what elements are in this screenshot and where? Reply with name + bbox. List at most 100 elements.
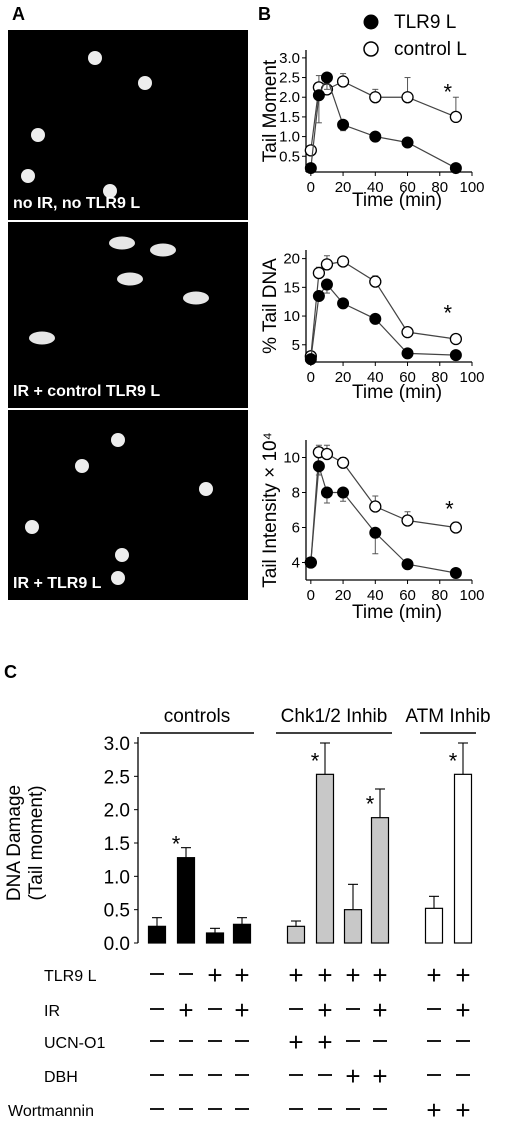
bar (453, 773, 473, 944)
data-point-filled (337, 118, 350, 131)
data-point-filled (449, 162, 462, 175)
micrograph-label: IR + TLR9 L (13, 575, 102, 592)
series-line (310, 451, 456, 563)
x-tick-label: 80 (431, 369, 448, 386)
comet-spot (29, 331, 55, 345)
line-chart-2: 5 10 15 20 0 20 40 60 80 100 Time (min) % Tail DNA * (260, 250, 485, 403)
y-axis-label: Tail Intensity × 10⁴ (260, 432, 281, 588)
group-label: ATM Inhib (405, 706, 490, 727)
x-tick-label: 80 (431, 587, 448, 604)
treatment-plus: + (455, 995, 470, 1025)
y-axis-label: Tail Moment (260, 59, 281, 162)
nucleus-spot (199, 482, 213, 496)
panel-letter-b: B (258, 4, 271, 24)
legend-label-tlr9: TLR9 L (394, 12, 456, 33)
panel-letter-c: C (4, 662, 17, 682)
bar (424, 907, 444, 944)
comet-spot (150, 243, 176, 257)
x-tick-label: 40 (367, 179, 384, 196)
y-tick-label: 5 (292, 337, 300, 354)
comet-spot (109, 236, 135, 250)
x-tick-label: 60 (399, 179, 416, 196)
data-point-filled (369, 312, 382, 325)
data-point-filled (337, 297, 350, 310)
nucleus-spot (25, 520, 39, 534)
treatment-plus: + (288, 1027, 303, 1057)
y-tick-label: 2.0 (104, 801, 130, 822)
treatment-plus: + (234, 995, 249, 1025)
significance-star: * (445, 497, 454, 522)
data-point-open (369, 500, 382, 513)
significance-star: * (449, 748, 458, 773)
group-label: controls (164, 706, 231, 727)
treatment-plus: + (372, 995, 387, 1025)
data-point-filled (320, 71, 333, 84)
data-point-open (336, 75, 350, 88)
treatment-plus: + (426, 1095, 441, 1125)
y-tick-label: 1.0 (104, 867, 130, 888)
treatment-plus: + (455, 960, 470, 990)
bar (370, 817, 390, 944)
y-tick-label: 1.0 (279, 129, 300, 146)
data-point-filled (369, 130, 382, 143)
data-point-open (320, 447, 334, 461)
treatment-plus: + (178, 995, 193, 1025)
nucleus-spot (103, 184, 117, 198)
nucleus-spot (138, 76, 152, 90)
bar-chart: 0.0 0.5 1.0 1.5 2.0 2.5 3.0 DNA Damage (Tail mom… (4, 706, 491, 1125)
y-axis-label-units: (Tail moment) (26, 785, 47, 900)
data-point-filled (320, 486, 333, 499)
bar (232, 923, 252, 944)
x-tick-label: 40 (367, 369, 384, 386)
nucleus-spot (115, 548, 129, 562)
y-tick-label: 6 (292, 520, 300, 537)
y-tick-label: 2.0 (279, 89, 300, 106)
x-tick-label: 100 (459, 179, 484, 196)
treatment-plus: + (426, 960, 441, 990)
data-point-filled (449, 567, 462, 579)
y-tick-label: 0.0 (104, 934, 130, 955)
micrograph-label: IR + control TLR9 L (13, 383, 160, 400)
nucleus-spot (31, 128, 45, 142)
y-tick-label: 0.5 (104, 901, 130, 922)
series-line (310, 260, 456, 357)
significance-star: * (172, 832, 181, 857)
significance-star: * (444, 300, 453, 325)
data-point-open (336, 456, 350, 469)
data-point-open (449, 332, 463, 346)
legend-label-control: control L (394, 39, 467, 60)
micrograph-2 (8, 222, 248, 408)
treatment-plus: + (345, 960, 360, 990)
x-tick-label: 60 (399, 369, 416, 386)
data-point-filled (369, 526, 382, 539)
data-point-open (369, 91, 382, 104)
nucleus-spot (111, 571, 125, 585)
micrograph-1 (8, 30, 248, 220)
comet-spot (183, 291, 209, 305)
data-point-open (304, 144, 317, 157)
y-tick-label: 1.5 (279, 109, 300, 126)
significance-star: * (444, 79, 453, 104)
treatment-label: UCN-O1 (44, 1035, 105, 1052)
nucleus-spot (88, 51, 102, 65)
bar (176, 857, 196, 944)
treatment-label: IR (44, 1003, 60, 1020)
data-point-filled (337, 486, 350, 499)
line-chart-1: 0.5 1.0 1.5 2.0 2.5 3.0 0 20 40 60 80 100 Time (min)… (260, 50, 485, 211)
y-tick-label: 3.0 (279, 50, 300, 67)
legend-marker-open (363, 41, 379, 57)
treatment-plus: + (207, 960, 222, 990)
treatment-plus: + (288, 960, 303, 990)
treatment-plus: + (455, 1095, 470, 1125)
y-tick-label: 10 (283, 450, 300, 467)
panel-letter-a: A (12, 4, 25, 24)
data-point-open (449, 110, 463, 124)
legend: TLR9 L control L (363, 12, 467, 60)
y-tick-label: 20 (283, 251, 300, 268)
data-point-filled (449, 349, 462, 362)
bar (286, 925, 306, 944)
x-tick-label: 0 (307, 369, 315, 386)
treatment-plus: + (372, 960, 387, 990)
